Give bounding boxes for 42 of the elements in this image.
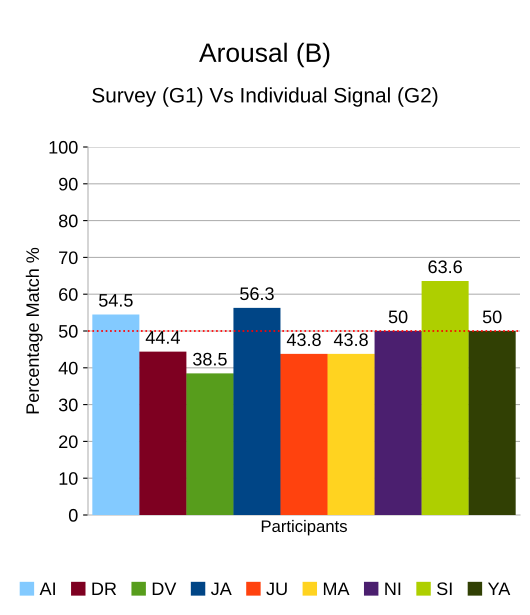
legend-label: DR — [92, 582, 116, 596]
data-label: 63.6 — [428, 260, 462, 274]
bar — [233, 308, 280, 515]
data-label: 56.3 — [240, 287, 274, 300]
y-tick-label: 90 — [59, 178, 78, 191]
y-tick-label: 100 — [50, 140, 78, 154]
chart-subtitle: Survey (G1) Vs Individual Signal (G2) — [92, 87, 438, 107]
bar — [186, 373, 234, 515]
y-axis-title: Percentage Match % — [26, 248, 43, 414]
legend-label: AI — [40, 582, 55, 596]
legend-label: NI — [385, 582, 400, 596]
y-tick-label: 20 — [59, 435, 78, 448]
bar — [422, 280, 469, 515]
legend-label: JA — [210, 582, 232, 596]
legend-label: YA — [488, 582, 510, 596]
y-tick-label: 60 — [59, 288, 78, 301]
data-label: 43.8 — [286, 333, 321, 346]
bar — [139, 352, 186, 515]
data-label: 43.8 — [334, 333, 368, 346]
y-tick-label: 50 — [58, 324, 78, 338]
data-label: 50 — [388, 310, 408, 324]
bar — [468, 331, 516, 515]
legend-label: SI — [437, 582, 452, 596]
y-tick-label: 80 — [58, 214, 78, 228]
chart-title: Arousal (B) — [199, 42, 330, 68]
data-label: 38.5 — [193, 352, 227, 366]
y-tick-label: 70 — [59, 251, 78, 264]
bar — [328, 354, 375, 515]
legend-label: JU — [266, 582, 287, 596]
bar — [374, 331, 422, 515]
x-tick-label: Participants — [262, 520, 347, 536]
bar — [92, 314, 140, 515]
y-tick-label: 30 — [58, 398, 78, 412]
data-label: 44.4 — [146, 331, 180, 344]
bar — [280, 354, 328, 515]
y-tick-label: 10 — [60, 472, 78, 485]
data-label: 50 — [482, 310, 502, 324]
legend-label: DV — [152, 582, 176, 596]
data-label: 54.5 — [98, 294, 133, 307]
y-tick-label: 40 — [58, 362, 78, 375]
legend-label: MA — [324, 582, 350, 596]
y-tick-label: 0 — [68, 508, 78, 522]
